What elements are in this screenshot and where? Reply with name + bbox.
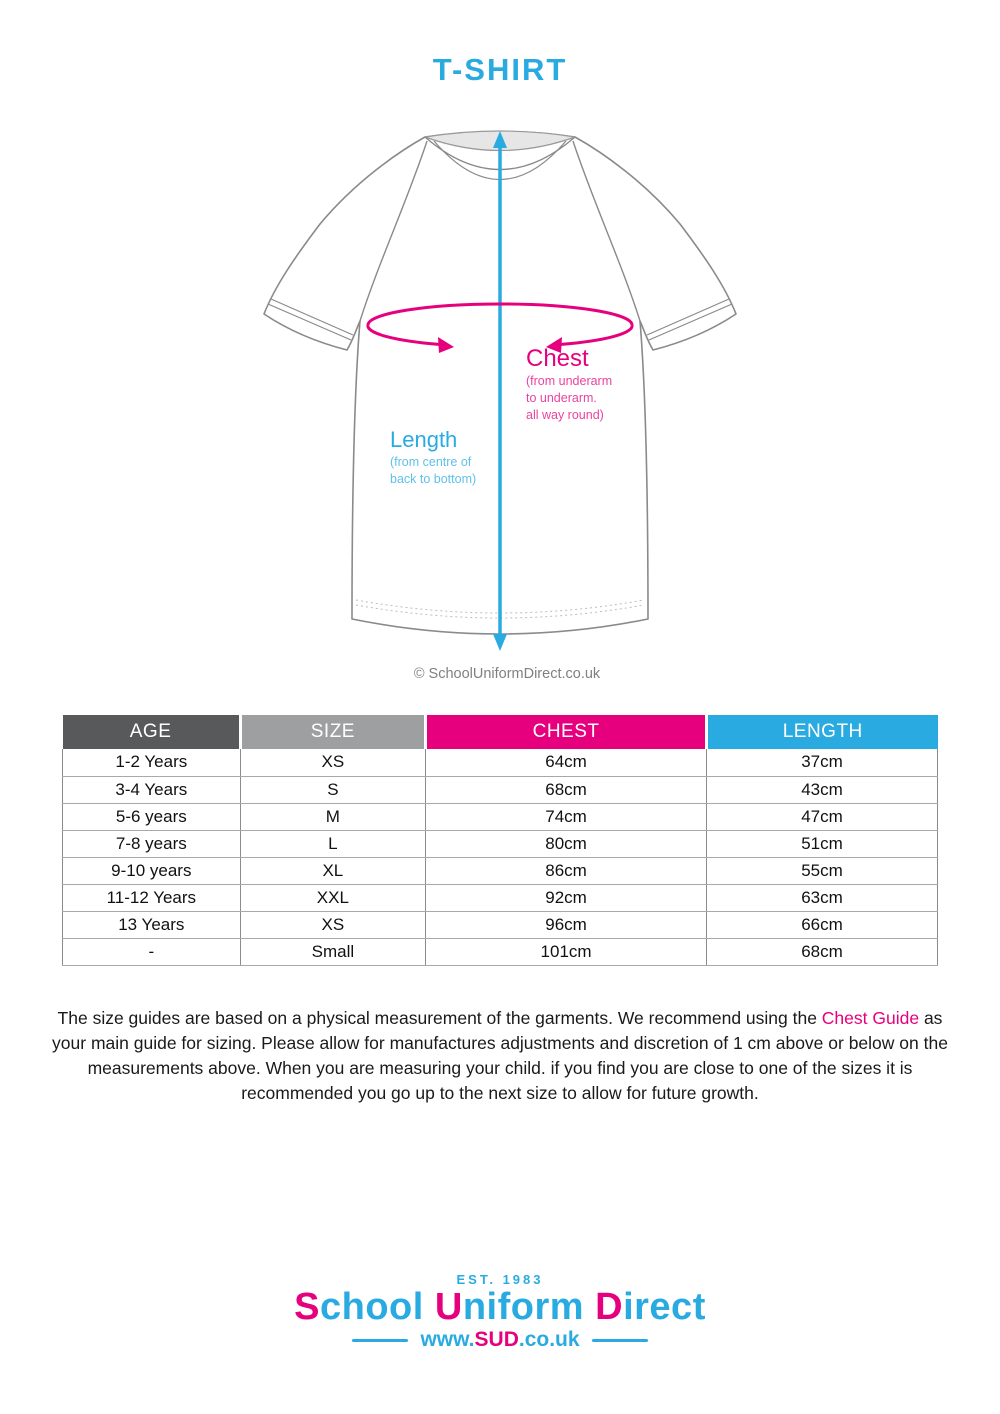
table-cell: 64cm — [425, 749, 707, 777]
table-cell: 68cm — [425, 776, 707, 804]
table-cell: - — [62, 938, 241, 966]
table-cell: XXL — [240, 884, 427, 912]
size-table-header: AGE SIZE CHEST LENGTH — [62, 715, 938, 749]
table-cell: XS — [240, 911, 427, 939]
chest-sub-1: (from underarm — [526, 374, 612, 388]
chest-arrowhead-right — [546, 337, 562, 353]
table-cell: 5-6 years — [62, 803, 241, 831]
length-label: Length — [390, 427, 457, 452]
table-cell: L — [240, 830, 427, 858]
chest-sub-3: all way round) — [526, 408, 604, 422]
table-cell: XL — [240, 857, 427, 885]
cuff-lines-right — [646, 298, 733, 341]
table-row: 11-12 Years XXL 92cm 63cm — [62, 884, 939, 912]
table-cell: 74cm — [425, 803, 707, 831]
chest-ellipse-bottom-left — [366, 324, 441, 346]
raglan-seam-left — [359, 140, 428, 322]
length-sub-2: back to bottom) — [390, 472, 476, 486]
brand-url-row: www.SUD.co.uk — [0, 1328, 1000, 1352]
table-cell: 66cm — [706, 911, 939, 939]
brand-word-niform: niform — [462, 1285, 596, 1328]
table-cell: 13 Years — [62, 911, 241, 939]
table-cell: Small — [240, 938, 427, 966]
col-header-size: SIZE — [240, 715, 428, 749]
table-row: 13 Years XS 96cm 66cm — [62, 911, 939, 939]
url-couk: .co.uk — [518, 1328, 580, 1352]
hem-stitching — [355, 599, 645, 619]
tshirt-diagram-svg: Chest (from underarm to underarm. all wa… — [263, 130, 737, 682]
chest-sub-2: to underarm. — [526, 391, 597, 405]
table-cell: M — [240, 803, 427, 831]
table-cell: 63cm — [706, 884, 939, 912]
table-cell: 96cm — [425, 911, 707, 939]
size-note: The size guides are based on a physical … — [50, 1006, 950, 1106]
length-sub-1: (from centre of — [390, 455, 472, 469]
table-row: 5-6 years M 74cm 47cm — [62, 803, 939, 831]
est-1983-label: EST. 1983 — [456, 1271, 544, 1287]
diagram-copyright: © SchoolUniformDirect.co.uk — [414, 666, 601, 682]
table-cell: 1-2 Years — [62, 749, 241, 777]
url-sud: SUD — [474, 1328, 519, 1352]
page-title: T-SHIRT — [432, 52, 568, 87]
brand-word-irect: irect — [623, 1285, 706, 1328]
size-table: AGE SIZE CHEST LENGTH 1-2 Years XS 64cm 37c… — [62, 715, 939, 966]
table-cell: 101cm — [425, 938, 707, 966]
table-cell: 80cm — [425, 830, 707, 858]
note-text-1: The size guides are based on a physical … — [57, 1007, 822, 1028]
table-row: 9-10 years XL 86cm 55cm — [62, 857, 939, 885]
table-cell: 43cm — [706, 776, 939, 804]
chest-arrowhead-left — [438, 337, 454, 353]
table-cell: 9-10 years — [62, 857, 241, 885]
table-cell: 55cm — [706, 857, 939, 885]
brand-letter-s: S — [294, 1285, 320, 1328]
col-header-age: AGE — [62, 715, 242, 749]
brand-url: www.SUD.co.uk — [420, 1328, 579, 1352]
table-cell: XS — [240, 749, 427, 777]
chest-ellipse-bottom-right — [559, 324, 634, 346]
table-cell: 11-12 Years — [62, 884, 241, 912]
size-table-body: 1-2 Years XS 64cm 37cm 3-4 Years S 68cm 43cm 5-6… — [62, 749, 939, 966]
table-cell: 7-8 years — [62, 830, 241, 858]
chest-label: Chest — [526, 345, 589, 372]
table-row: - Small 101cm 68cm — [62, 938, 939, 966]
url-right-line — [591, 1338, 648, 1342]
note-text-2: as your main guide for sizing. Please al… — [52, 1007, 948, 1103]
url-left-line — [352, 1338, 409, 1342]
raglan-seam-right — [572, 140, 641, 322]
table-cell: 68cm — [706, 938, 939, 966]
table-cell: 3-4 Years — [62, 776, 241, 804]
table-row: 7-8 years L 80cm 51cm — [62, 830, 939, 858]
length-arrowhead-top — [493, 131, 507, 148]
note-chest-guide-highlight: Chest Guide — [821, 1007, 920, 1028]
length-arrowhead-bottom — [493, 634, 507, 651]
col-header-length: LENGTH — [706, 715, 938, 749]
col-header-chest: CHEST — [425, 715, 708, 749]
brand-letter-d: D — [595, 1285, 624, 1328]
table-cell: 86cm — [425, 857, 707, 885]
table-row: 3-4 Years S 68cm 43cm — [62, 776, 939, 804]
brand-footer: EST. 1983 School Uniform Direct www.SUD.… — [0, 1272, 1000, 1353]
table-cell: 37cm — [706, 749, 939, 777]
table-cell: 92cm — [425, 884, 707, 912]
cuff-lines-left — [267, 298, 354, 341]
table-cell: 51cm — [706, 830, 939, 858]
table-row: 1-2 Years XS 64cm 37cm — [62, 749, 939, 777]
chest-ellipse-top — [366, 302, 634, 326]
url-www: www. — [420, 1328, 475, 1352]
table-cell: S — [240, 776, 427, 804]
brand-name: School Uniform Direct — [0, 1285, 1000, 1328]
brand-letter-u: U — [434, 1285, 463, 1328]
brand-word-chool: chool — [320, 1285, 435, 1328]
tshirt-diagram: Chest (from underarm to underarm. all wa… — [250, 114, 750, 689]
table-cell: 47cm — [706, 803, 939, 831]
